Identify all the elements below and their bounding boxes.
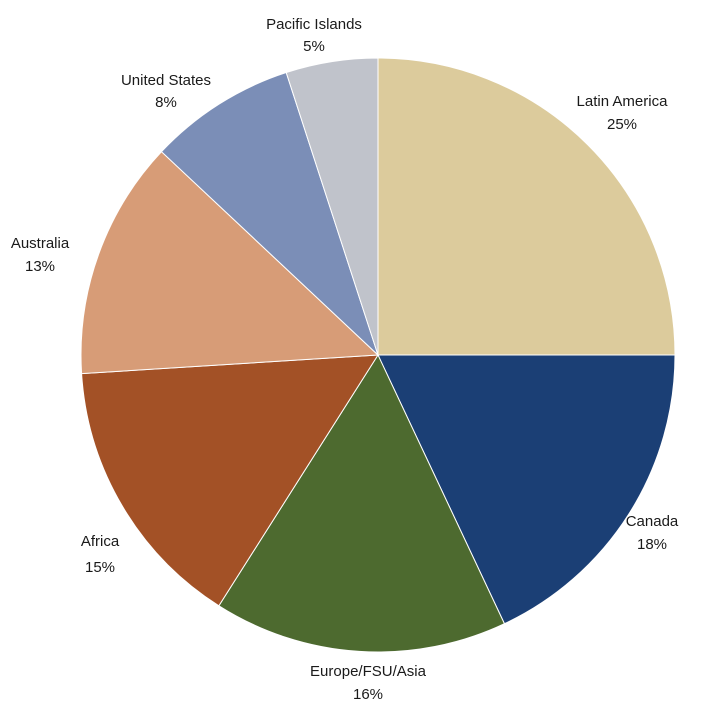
slice-value-europe-fsu-asia: 16%: [353, 686, 383, 703]
slice-value-australia: 13%: [25, 258, 55, 275]
slice-label-pacific-islands: Pacific Islands: [266, 16, 362, 33]
pie-slice-australia: [80, 150, 380, 375]
slice-label-africa: Africa: [81, 533, 120, 550]
pie-slices: [80, 57, 676, 653]
slice-label-australia: Australia: [11, 235, 70, 252]
slice-label-united-states: United States: [121, 72, 211, 89]
slice-label-canada: Canada: [626, 513, 679, 530]
slice-value-united-states: 8%: [155, 94, 177, 111]
pie-slice-pacific-islands: [285, 57, 379, 356]
slice-value-latin-america: 25%: [607, 116, 637, 133]
pie-slice-europe-fsu-asia: [218, 353, 506, 653]
slice-label-europe-fsu-asia: Europe/FSU/Asia: [310, 663, 427, 680]
pie-slice-africa: [81, 354, 379, 607]
slice-value-africa: 15%: [85, 559, 115, 576]
pie-slice-canada: [377, 354, 676, 625]
slice-value-pacific-islands: 5%: [303, 38, 325, 55]
pie-slice-latin-america: [377, 57, 676, 356]
slice-value-canada: 18%: [637, 536, 667, 553]
slice-labels: Latin America 25% Canada 18% Europe/FSU/Asia…: [11, 16, 679, 703]
slice-label-latin-america: Latin America: [577, 93, 669, 110]
pie-slice-united-states: [160, 71, 379, 356]
